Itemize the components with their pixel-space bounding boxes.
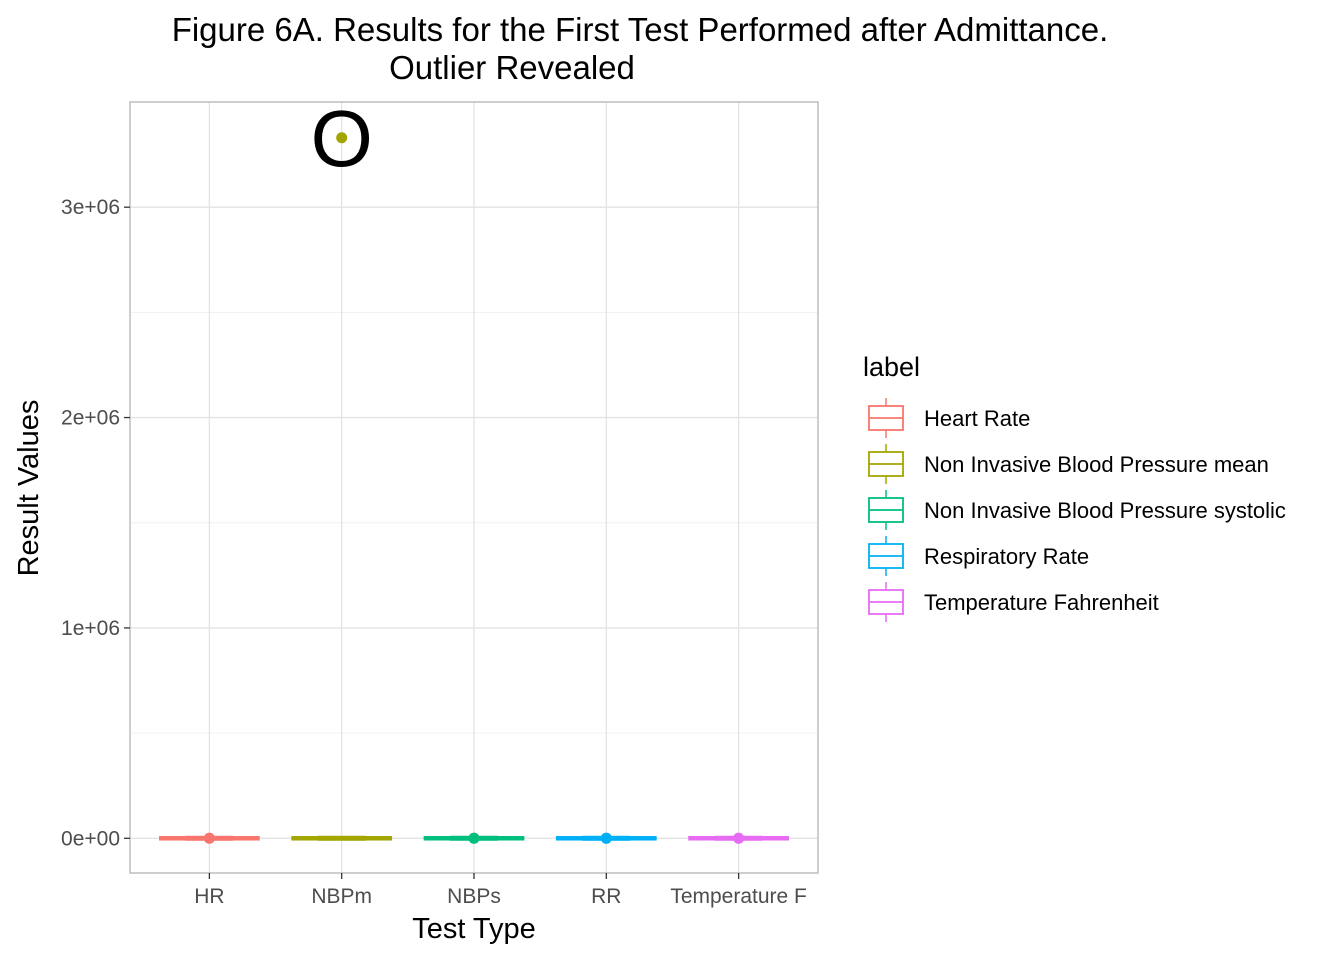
boxplot-rr: [555, 832, 657, 844]
x-tick-label: NBPm: [311, 885, 372, 908]
boxplots: O: [159, 94, 789, 844]
y-tick-label: 0e+00: [61, 827, 120, 850]
legend-label: Non Invasive Blood Pressure mean: [924, 452, 1269, 477]
chart-subtitle: Outlier Revealed: [389, 49, 635, 86]
legend: label Heart Rate Non Invasive Blood Press…: [863, 352, 1286, 622]
legend-item: Respiratory Rate: [868, 536, 1089, 576]
x-tick-label: RR: [591, 885, 621, 908]
outlier-point: [468, 832, 480, 844]
box-core: [317, 835, 366, 841]
y-tick-label: 3e+06: [61, 196, 120, 219]
legend-item: Heart Rate: [868, 398, 1030, 438]
x-tick-label: NBPs: [447, 885, 501, 908]
legend-title: label: [863, 352, 920, 382]
legend-item: Non Invasive Blood Pressure systolic: [868, 490, 1286, 530]
legend-label: Non Invasive Blood Pressure systolic: [924, 498, 1286, 523]
legend-item: Temperature Fahrenheit: [868, 582, 1159, 622]
x-axis-title: Test Type: [412, 913, 536, 945]
legend-label: Temperature Fahrenheit: [924, 590, 1159, 615]
y-axis-title: Result Values: [13, 400, 45, 577]
boxplot-temperature-f: [688, 832, 789, 844]
boxplot-hr: [159, 832, 260, 844]
x-tick-label: Temperature F: [670, 885, 807, 908]
annotation-label: O: [311, 94, 373, 183]
x-axis: HR NBPm NBPs RR Temperature F: [194, 873, 807, 908]
legend-label: Respiratory Rate: [924, 544, 1089, 569]
outlier-point: [336, 132, 348, 144]
boxplot-nbps: [423, 832, 525, 844]
y-tick-label: 2e+06: [61, 407, 120, 430]
chart-title: Figure 6A. Results for the First Test Pe…: [172, 11, 1109, 48]
outlier-point: [733, 832, 745, 844]
y-axis: 0e+00 1e+06 2e+06 3e+06: [61, 196, 130, 850]
boxplot-nbpm: [291, 132, 393, 841]
y-tick-label: 1e+06: [61, 617, 120, 640]
legend-label: Heart Rate: [924, 406, 1030, 431]
outlier-point: [203, 832, 215, 844]
x-tick-label: HR: [194, 885, 224, 908]
outlier-point: [600, 832, 612, 844]
legend-item: Non Invasive Blood Pressure mean: [868, 444, 1269, 484]
